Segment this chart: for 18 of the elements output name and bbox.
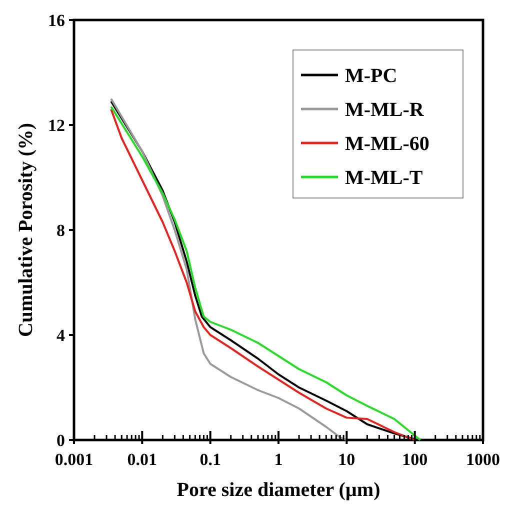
legend-label: M-ML-R: [345, 99, 424, 121]
y-tick-label: 4: [56, 326, 66, 345]
x-tick-label: 0.01: [127, 450, 158, 469]
y-tick-label: 8: [56, 221, 65, 240]
legend-label: M-ML-60: [345, 133, 430, 155]
x-tick-label: 10: [338, 450, 356, 469]
legend-label: M-ML-T: [345, 167, 424, 189]
y-axis-title: Cumulative Porosity (%): [15, 122, 37, 338]
y-tick-label: 12: [48, 116, 65, 135]
x-tick-label: 1000: [466, 450, 500, 469]
y-tick-label: 16: [48, 11, 65, 30]
x-tick-label: 0.1: [200, 450, 221, 469]
x-axis-title: Pore size diameter (µm): [176, 479, 380, 501]
x-tick-label: 1: [274, 450, 283, 469]
legend-label: M-PC: [345, 65, 398, 87]
x-tick-label: 0.001: [54, 450, 94, 469]
y-tick-label: 0: [56, 431, 65, 450]
x-tick-label: 100: [402, 450, 428, 469]
